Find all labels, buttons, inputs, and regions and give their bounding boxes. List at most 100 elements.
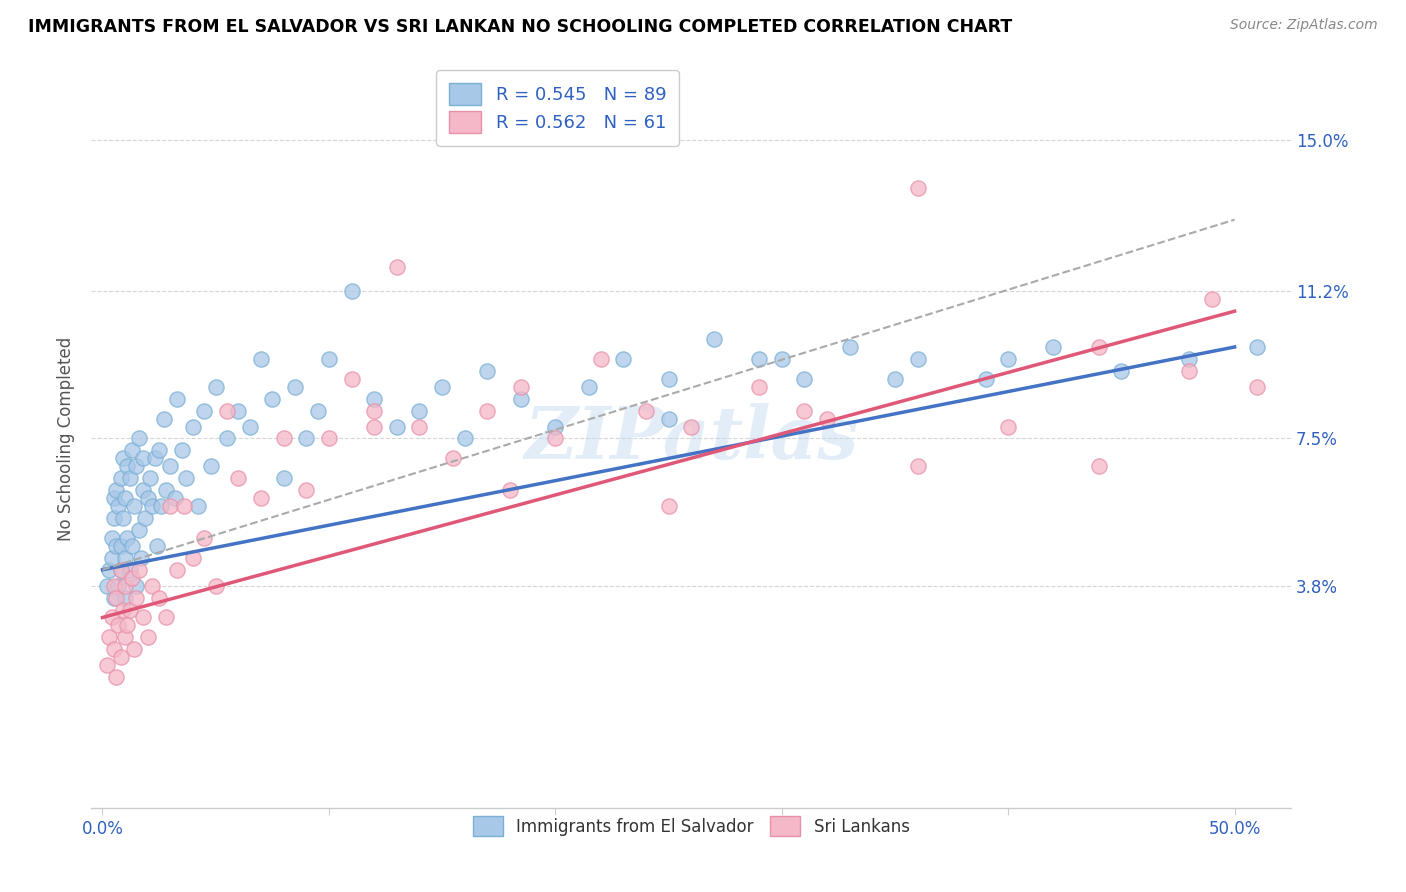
Point — [114, 550, 136, 565]
Point — [181, 550, 204, 565]
Point — [118, 602, 141, 616]
Point — [974, 372, 997, 386]
Point — [107, 579, 129, 593]
Point — [128, 432, 150, 446]
Point — [132, 451, 155, 466]
Point — [612, 351, 634, 366]
Text: ZIPatlas: ZIPatlas — [524, 403, 858, 474]
Point — [657, 411, 679, 425]
Point — [103, 642, 125, 657]
Point — [121, 571, 143, 585]
Point — [121, 539, 143, 553]
Point — [148, 443, 170, 458]
Point — [748, 351, 770, 366]
Point — [657, 372, 679, 386]
Point — [907, 351, 929, 366]
Point — [408, 403, 430, 417]
Point — [105, 670, 128, 684]
Point — [907, 181, 929, 195]
Point — [111, 602, 134, 616]
Point — [1042, 340, 1064, 354]
Point — [125, 591, 148, 605]
Point — [122, 642, 145, 657]
Point — [141, 579, 163, 593]
Point — [838, 340, 860, 354]
Point — [129, 550, 152, 565]
Point — [107, 618, 129, 632]
Point — [340, 372, 363, 386]
Point — [284, 380, 307, 394]
Point — [128, 523, 150, 537]
Point — [318, 351, 340, 366]
Point — [174, 471, 197, 485]
Point — [166, 392, 188, 406]
Point — [273, 432, 295, 446]
Point — [215, 403, 238, 417]
Point — [477, 364, 499, 378]
Text: IMMIGRANTS FROM EL SALVADOR VS SRI LANKAN NO SCHOOLING COMPLETED CORRELATION CHA: IMMIGRANTS FROM EL SALVADOR VS SRI LANKA… — [28, 18, 1012, 36]
Point — [105, 591, 128, 605]
Point — [103, 579, 125, 593]
Point — [318, 432, 340, 446]
Point — [103, 491, 125, 505]
Point — [363, 419, 385, 434]
Point — [385, 260, 408, 275]
Point — [477, 403, 499, 417]
Point — [118, 471, 141, 485]
Point — [141, 499, 163, 513]
Point — [117, 459, 139, 474]
Point — [105, 539, 128, 553]
Point — [250, 491, 273, 505]
Point — [204, 579, 226, 593]
Point — [114, 591, 136, 605]
Point — [136, 631, 159, 645]
Point — [110, 539, 132, 553]
Point — [98, 563, 121, 577]
Point — [510, 380, 533, 394]
Point — [114, 631, 136, 645]
Point — [166, 563, 188, 577]
Point — [110, 563, 132, 577]
Point — [454, 432, 477, 446]
Point — [121, 443, 143, 458]
Point — [103, 591, 125, 605]
Point — [134, 511, 156, 525]
Point — [187, 499, 209, 513]
Point — [1087, 340, 1109, 354]
Point — [139, 471, 162, 485]
Point — [110, 563, 132, 577]
Point — [295, 432, 318, 446]
Text: Source: ZipAtlas.com: Source: ZipAtlas.com — [1230, 18, 1378, 32]
Point — [340, 285, 363, 299]
Point — [96, 579, 118, 593]
Point — [105, 483, 128, 498]
Point — [136, 491, 159, 505]
Point — [578, 380, 600, 394]
Point — [589, 351, 612, 366]
Point — [703, 332, 725, 346]
Point — [907, 459, 929, 474]
Point — [295, 483, 318, 498]
Point — [114, 491, 136, 505]
Point — [110, 650, 132, 665]
Point — [132, 483, 155, 498]
Point — [748, 380, 770, 394]
Point — [793, 372, 815, 386]
Point — [114, 579, 136, 593]
Point — [544, 419, 567, 434]
Point — [793, 403, 815, 417]
Point — [96, 658, 118, 673]
Point — [1178, 364, 1201, 378]
Point — [100, 531, 122, 545]
Point — [125, 579, 148, 593]
Point — [1111, 364, 1133, 378]
Point — [148, 591, 170, 605]
Point — [634, 403, 657, 417]
Point — [815, 411, 838, 425]
Point — [107, 499, 129, 513]
Point — [544, 432, 567, 446]
Point — [228, 403, 250, 417]
Point — [128, 563, 150, 577]
Point — [103, 511, 125, 525]
Point — [146, 539, 169, 553]
